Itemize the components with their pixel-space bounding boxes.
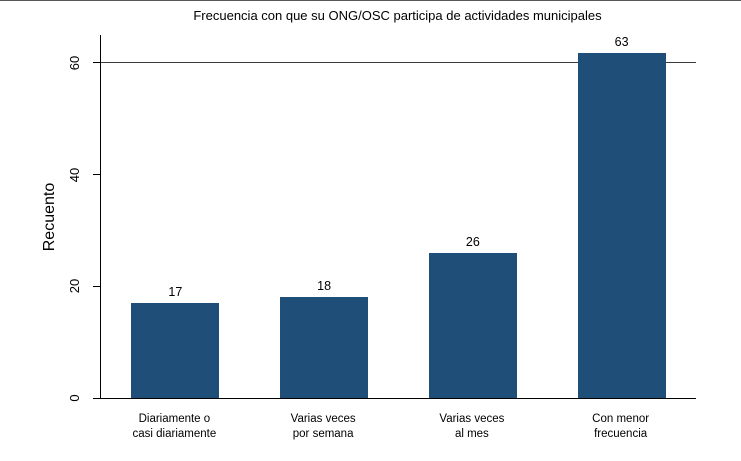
y-tick-label: 60 <box>67 55 82 71</box>
top-border-rule <box>0 0 741 1</box>
x-tick-label-4: Con menor frecuencia <box>592 413 650 440</box>
reference-line-60 <box>101 61 696 63</box>
plot-area: 17 18 26 63 0 20 40 60 <box>67 35 696 402</box>
y-tick-label: 20 <box>67 279 82 294</box>
bar-1 <box>131 303 220 398</box>
chart-title: Frecuencia con que su ONG/OSC participa … <box>193 8 602 23</box>
bar-slot-3: 26 <box>399 35 548 398</box>
bar-value-label: 17 <box>168 285 183 300</box>
bars-container: 17 18 26 63 <box>101 35 696 398</box>
y-tick-mark <box>93 174 100 176</box>
y-tick-mark <box>93 397 100 399</box>
bar-value-label: 18 <box>317 279 332 294</box>
y-tick-mark <box>93 285 100 287</box>
bar-slot-4: 63 <box>547 35 696 398</box>
bar-slot-2: 18 <box>250 35 399 398</box>
y-axis-title: Recuento <box>41 182 58 252</box>
bar-2 <box>280 297 369 398</box>
bar-slot-1: 17 <box>101 35 250 398</box>
x-tick-label-1: Diariamente o casi diariamente <box>132 413 217 440</box>
x-tick-label-3: Varias veces al mes <box>439 413 505 440</box>
bar-value-label: 63 <box>614 35 629 49</box>
bar-4 <box>577 53 666 398</box>
bar-3 <box>428 252 517 398</box>
y-tick-label: 0 <box>67 394 82 402</box>
bar-value-label: 26 <box>465 234 480 249</box>
x-tick-label-2: Varias veces por semana <box>290 413 356 440</box>
x-axis-tick-labels: Diariamente o casi diariamente Varias vec… <box>100 412 695 442</box>
y-tick-label: 40 <box>67 167 82 182</box>
y-tick-mark <box>93 62 100 64</box>
